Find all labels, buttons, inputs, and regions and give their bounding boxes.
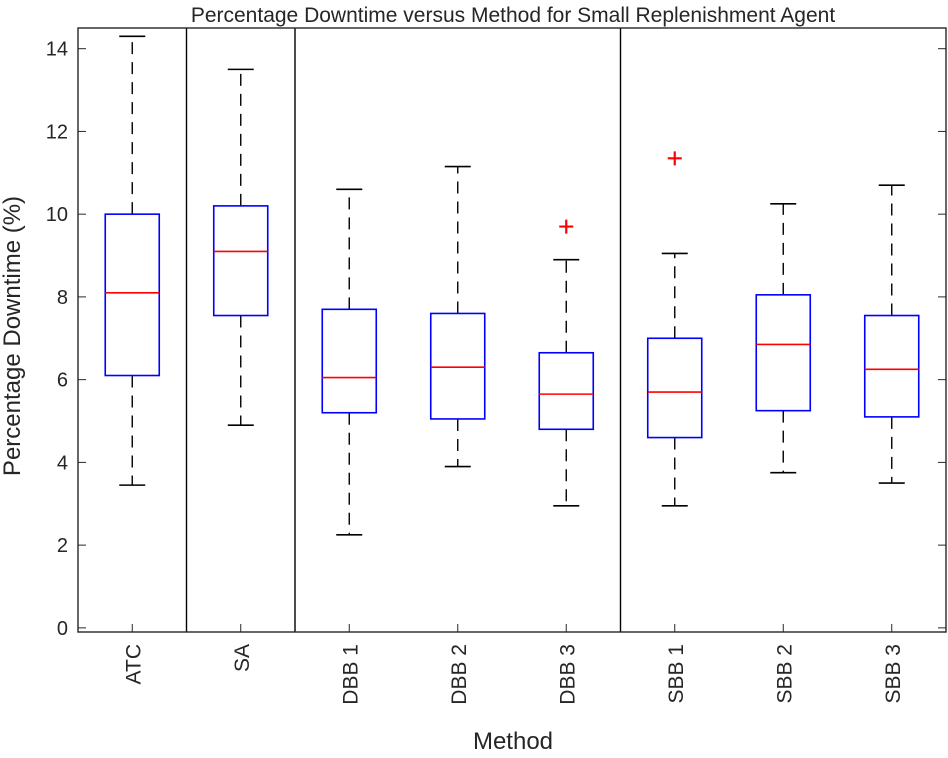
- x-tick-label: SBB 3: [882, 644, 905, 704]
- iqr-box: [646, 337, 703, 439]
- y-tick-label: 10: [46, 204, 68, 226]
- iqr-box: [863, 314, 920, 418]
- x-tick-label: SBB 1: [665, 644, 688, 704]
- y-tick-label: 14: [46, 39, 68, 61]
- plot-area: 0 2 4 6 8 10 12 14 ATC SA DBB 1 DBB 2 DBB 3 SBB 1 SBB …: [46, 27, 947, 705]
- iqr-box: [429, 312, 486, 420]
- box-dbb-3: [538, 219, 595, 507]
- x-tick-label: SA: [231, 644, 254, 672]
- y-axis-label: Percentage Downtime (%): [0, 196, 26, 476]
- x-tick-label: DBB 1: [339, 644, 362, 705]
- x-tick-label: DBB 2: [448, 644, 471, 705]
- iqr-box: [104, 213, 161, 377]
- y-tick-label: 2: [57, 535, 68, 557]
- box-sbb-1: [646, 151, 703, 507]
- x-axis-label: Method: [473, 728, 553, 753]
- y-tick-label: 4: [57, 452, 68, 474]
- iqr-box: [755, 294, 812, 412]
- box-sbb-3: [863, 184, 920, 484]
- y-tick-label: 0: [57, 618, 68, 640]
- box-dbb-1: [321, 188, 378, 536]
- iqr-box: [212, 205, 269, 317]
- y-tick-label: 12: [46, 121, 68, 143]
- box-dbb-2: [429, 165, 486, 468]
- y-tick-label: 6: [57, 370, 68, 392]
- box-sbb-2: [755, 203, 812, 474]
- iqr-box: [321, 308, 378, 414]
- axes-frame: [77, 27, 947, 633]
- iqr-box: [538, 351, 595, 431]
- outlier-marker: [559, 219, 574, 234]
- box-atc: [104, 35, 161, 486]
- x-tick-label: SBB 2: [773, 644, 796, 704]
- outlier-marker: [667, 151, 682, 166]
- y-tick-label: 8: [57, 287, 68, 309]
- x-tick-label: ATC: [122, 644, 145, 684]
- chart-title: Percentage Downtime versus Method for Sm…: [191, 4, 835, 27]
- x-tick-label: DBB 3: [556, 644, 579, 705]
- box-sa: [212, 68, 269, 426]
